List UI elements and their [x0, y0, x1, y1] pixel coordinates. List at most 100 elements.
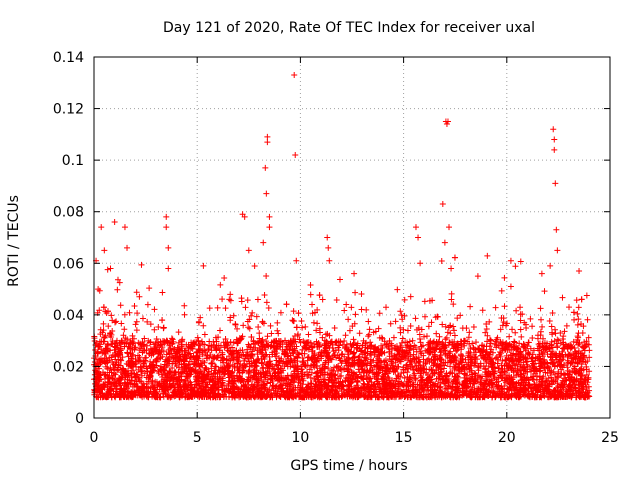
- data-point: [181, 311, 188, 318]
- data-point: [328, 356, 335, 363]
- data-point: [272, 353, 279, 360]
- data-point: [442, 336, 449, 343]
- data-point: [336, 276, 343, 283]
- data-point: [265, 304, 272, 311]
- data-point: [258, 360, 265, 367]
- data-point: [345, 362, 352, 369]
- data-point: [168, 335, 175, 342]
- data-point: [527, 345, 534, 352]
- data-point: [401, 296, 408, 303]
- data-point: [227, 297, 234, 304]
- data-point: [379, 344, 386, 351]
- data-point: [482, 366, 489, 373]
- data-point: [550, 387, 557, 394]
- data-point: [214, 304, 221, 311]
- data-point: [420, 369, 427, 376]
- data-point: [343, 346, 350, 353]
- data-point: [513, 307, 520, 314]
- data-point: [350, 336, 357, 343]
- data-point: [342, 377, 349, 384]
- data-point: [346, 327, 353, 334]
- data-point: [240, 322, 247, 329]
- data-point: [342, 332, 349, 339]
- data-point: [155, 324, 162, 331]
- data-point: [112, 383, 119, 390]
- data-point: [263, 351, 270, 358]
- data-point: [417, 358, 424, 365]
- data-point: [234, 340, 241, 347]
- data-point: [517, 317, 524, 324]
- data-point: [398, 339, 405, 346]
- data-point: [289, 317, 296, 324]
- data-point: [254, 339, 261, 346]
- data-point: [426, 339, 433, 346]
- data-point: [483, 321, 490, 328]
- data-point: [527, 315, 534, 322]
- data-point: [274, 319, 281, 326]
- data-point: [424, 357, 431, 364]
- data-point: [363, 339, 370, 346]
- data-point: [501, 303, 508, 310]
- data-point: [251, 263, 258, 270]
- data-point: [275, 330, 282, 337]
- data-point: [301, 350, 308, 357]
- data-point: [392, 359, 399, 366]
- data-point: [573, 387, 580, 394]
- data-point: [204, 355, 211, 362]
- data-point: [404, 327, 411, 334]
- data-point: [248, 350, 255, 357]
- data-point: [539, 323, 546, 330]
- data-point: [352, 289, 359, 296]
- data-point: [566, 304, 573, 311]
- data-point: [454, 347, 461, 354]
- data-point: [345, 316, 352, 323]
- data-point: [457, 312, 464, 319]
- data-point: [282, 374, 289, 381]
- data-point: [442, 386, 449, 393]
- data-point: [271, 391, 278, 398]
- data-point: [211, 341, 218, 348]
- data-point: [401, 312, 408, 319]
- data-point: [308, 369, 315, 376]
- data-point: [276, 358, 283, 365]
- data-point: [338, 381, 345, 388]
- data-point: [348, 304, 355, 311]
- data-point: [176, 373, 183, 380]
- data-point: [483, 360, 490, 367]
- data-point: [181, 302, 188, 309]
- data-point: [349, 392, 356, 399]
- data-point: [479, 307, 486, 314]
- data-point: [317, 329, 324, 336]
- data-point: [215, 334, 222, 341]
- data-point: [583, 292, 590, 299]
- data-point: [314, 320, 321, 327]
- data-point: [418, 326, 425, 333]
- data-point: [574, 310, 581, 317]
- data-point: [548, 338, 555, 345]
- data-point: [355, 366, 362, 373]
- data-point: [547, 342, 554, 349]
- data-point: [574, 321, 581, 328]
- data-point: [318, 349, 325, 356]
- data-point: [255, 323, 262, 330]
- data-point: [392, 318, 399, 325]
- data-point: [522, 379, 529, 386]
- data-point: [117, 302, 124, 309]
- data-point: [521, 392, 528, 399]
- data-point: [227, 291, 234, 298]
- data-point: [517, 258, 524, 265]
- data-point: [224, 347, 231, 354]
- data-point: [102, 332, 109, 339]
- data-point: [147, 321, 154, 328]
- data-point: [264, 333, 271, 340]
- data-point: [439, 321, 446, 328]
- data-point: [497, 326, 504, 333]
- data-point: [404, 369, 411, 376]
- data-point: [519, 364, 526, 371]
- data-point: [417, 339, 424, 346]
- data-point: [401, 375, 408, 382]
- data-point: [205, 346, 212, 353]
- data-point: [263, 299, 270, 306]
- data-point: [484, 338, 491, 345]
